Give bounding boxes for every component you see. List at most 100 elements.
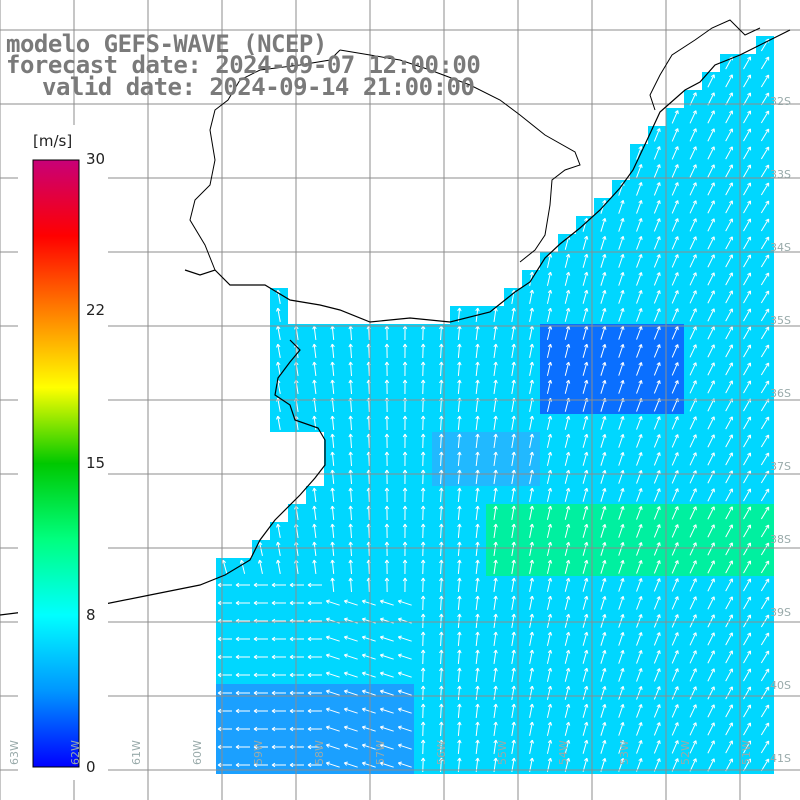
wind-arrow-shaft (511, 704, 515, 718)
wind-arrow-shaft (475, 343, 479, 359)
wind-arrow-head (531, 541, 535, 546)
colorbar (32, 159, 80, 768)
wind-arrow-shaft (475, 559, 479, 575)
wind-arrow-shaft (636, 560, 642, 574)
wind-arrow-shaft (529, 344, 533, 358)
wind-arrow-head (362, 599, 366, 602)
wind-arrow-head (253, 600, 258, 604)
wind-arrow-head (402, 379, 406, 384)
wind-arrow-head (271, 584, 276, 588)
wind-arrow-head (640, 380, 643, 384)
wind-arrow-head (638, 146, 642, 150)
wind-arrow-head (659, 128, 661, 133)
wind-arrow-head (217, 672, 222, 676)
wind-arrow-shaft (546, 560, 552, 574)
lagoon-border (339, 49, 581, 263)
wind-arrow-head (565, 451, 570, 456)
wind-arrow-shaft (725, 380, 733, 394)
wind-arrow-head (422, 595, 426, 600)
wind-arrow-head (513, 415, 516, 420)
wind-arrow-shaft (564, 578, 570, 592)
wind-arrow-head (710, 668, 715, 672)
wind-arrow-head (277, 559, 281, 564)
wind-arrow-head (584, 541, 588, 546)
wind-arrow-head (386, 577, 390, 582)
wind-arrow-head (459, 595, 462, 600)
wind-arrow-shaft (600, 434, 606, 448)
wind-arrow-head (638, 542, 642, 546)
wind-arrow-head (457, 595, 461, 600)
wind-arrow-head (495, 505, 498, 510)
wind-arrow-shaft (582, 560, 588, 574)
wind-arrow-shaft (600, 650, 606, 664)
wind-arrow-shaft (457, 613, 461, 629)
wind-arrow-shaft (636, 470, 642, 484)
wind-arrow-head (656, 272, 660, 276)
wind-arrow-shaft (689, 254, 697, 268)
wind-arrow-head (568, 380, 571, 384)
wind-arrow-head (350, 487, 353, 492)
wind-arrow-head (729, 146, 733, 150)
wind-arrow-head (529, 469, 533, 474)
wind-arrow-head (550, 686, 553, 690)
wind-arrow-head (477, 487, 480, 492)
wind-arrow-shaft (331, 415, 335, 431)
wind-arrow-head (325, 744, 330, 748)
longitude-label: 53W (618, 740, 631, 765)
wind-arrow-head (659, 380, 661, 385)
wind-arrow-head (529, 631, 533, 636)
wind-arrow-head (348, 577, 351, 582)
wind-arrow-head (692, 200, 697, 204)
wind-arrow-head (638, 758, 642, 762)
wind-arrow-head (253, 708, 258, 712)
wind-arrow-head (348, 469, 351, 474)
wind-arrow-shaft (362, 708, 376, 714)
wind-arrow-head (659, 452, 661, 457)
wind-arrow-head (217, 602, 222, 606)
wind-arrow-head (459, 523, 462, 528)
wind-arrow-head (692, 272, 697, 276)
wind-arrow-shaft (689, 704, 697, 718)
wind-arrow-head (565, 541, 570, 546)
wind-arrow-head (440, 721, 444, 726)
wind-arrow-head (547, 487, 551, 492)
wind-arrow-head (457, 451, 461, 456)
wind-arrow-head (550, 290, 553, 294)
wind-arrow-shaft (618, 470, 624, 484)
wind-arrow-shaft (457, 415, 461, 431)
wind-arrow-head (531, 739, 535, 744)
wind-arrow-head (531, 361, 535, 366)
wind-arrow-head (659, 164, 661, 169)
wind-arrow-head (638, 272, 642, 276)
wind-arrow-shaft (653, 380, 661, 394)
wind-arrow-head (547, 667, 551, 672)
wind-arrow-head (457, 469, 461, 474)
wind-arrow-head (656, 506, 660, 510)
wind-arrow-head (568, 686, 571, 690)
wind-arrow-head (330, 325, 333, 330)
wind-arrow-head (398, 671, 402, 674)
wind-arrow-head (638, 740, 642, 744)
wind-arrow-head (493, 721, 497, 726)
wind-arrow-shaft (707, 578, 715, 592)
wind-arrow-shaft (653, 182, 661, 196)
latitude-label: 34S (770, 241, 791, 254)
wind-arrow-head (459, 379, 462, 384)
wind-arrow-shaft (493, 595, 497, 611)
wind-arrow-head (289, 744, 294, 748)
wind-arrow-shaft (511, 578, 515, 592)
wind-arrow-head (729, 650, 733, 654)
wind-arrow-shaft (725, 632, 733, 646)
wind-arrow-shaft (760, 398, 770, 412)
wind-arrow-head (638, 434, 642, 438)
wind-arrow-head (384, 541, 388, 546)
wind-arrow-shaft (368, 559, 370, 575)
wind-arrow-shaft (440, 559, 442, 575)
wind-arrow-shaft (743, 470, 751, 484)
wind-arrow-head (513, 685, 516, 690)
wind-arrow-head (420, 451, 424, 456)
wind-arrow-head (439, 631, 442, 636)
wind-arrow-head (330, 523, 333, 528)
wind-arrow-head (620, 181, 624, 186)
wind-arrow-head (659, 488, 661, 493)
